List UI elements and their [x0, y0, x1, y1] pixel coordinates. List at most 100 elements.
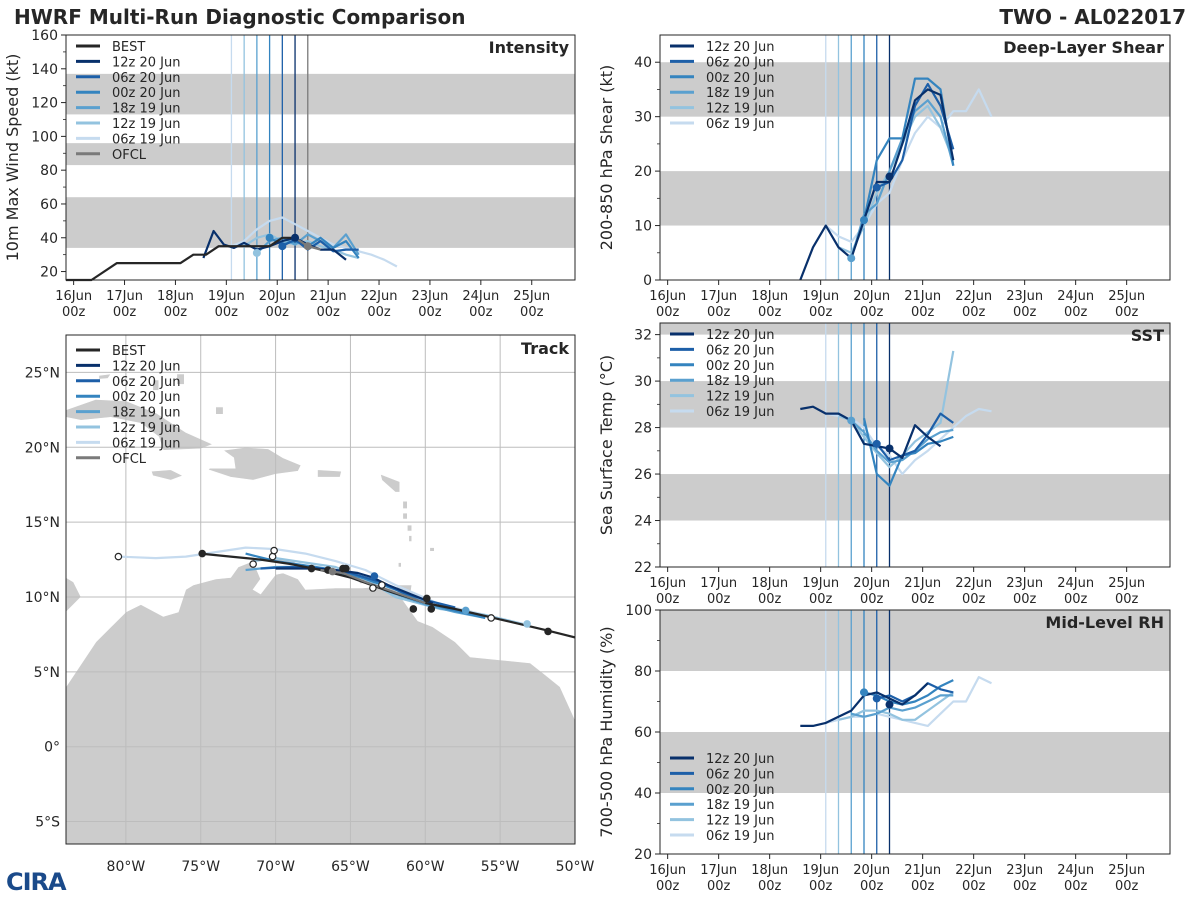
intensity-xtick-label: 25Jun	[513, 289, 550, 304]
rh-xtick-sublabel: 00z	[707, 879, 731, 894]
shear-xtick-sublabel: 00z	[1013, 305, 1037, 320]
shear-legend-label: 00z 20 Jun	[706, 71, 775, 86]
track-land-grenada	[397, 562, 402, 568]
track-open-marker	[378, 581, 386, 589]
track-land-bahamas-3	[215, 406, 224, 415]
rh-xtick-label: 17Jun	[700, 863, 737, 878]
rh-xtick-sublabel: 00z	[860, 879, 884, 894]
track-legend-label: 06z 19 Jun	[112, 436, 181, 451]
rh-legend-label: 12z 20 Jun	[706, 752, 775, 767]
shear-xtick-label: 22Jun	[955, 289, 992, 304]
rh-marker	[860, 688, 868, 697]
shear-xtick-label: 25Jun	[1108, 289, 1145, 304]
sst-legend-label: 06z 20 Jun	[706, 343, 775, 358]
track-land-lesser-antilles-3	[408, 535, 413, 542]
shear-marker	[847, 254, 856, 263]
intensity-ytick-label: 20	[40, 265, 58, 281]
intensity-xtick-sublabel: 00z	[418, 305, 442, 320]
intensity-series-line	[230, 216, 398, 268]
shear-series-line	[799, 88, 955, 281]
track-legend-label: 18z 19 Jun	[112, 406, 181, 421]
intensity-marker	[291, 233, 300, 242]
intensity-legend-label: 12z 19 Jun	[112, 117, 181, 132]
track-land-hispaniola	[207, 446, 302, 481]
track-marker	[328, 567, 337, 576]
track-open-marker	[270, 546, 278, 555]
sst-xtick-sublabel: 00z	[656, 592, 680, 607]
sst-xtick-sublabel: 00z	[758, 592, 782, 607]
track-open-marker	[487, 614, 495, 622]
track-ytick-label: 5°N	[34, 665, 60, 681]
track-legend-label: OFCL	[112, 452, 147, 467]
intensity-ytick-label: 100	[31, 129, 58, 145]
rh-legend-label: 18z 19 Jun	[706, 798, 775, 813]
sst-shade-band	[660, 474, 1170, 521]
rh-xtick-label: 18Jun	[751, 863, 788, 878]
intensity-xtick-label: 16Jun	[55, 289, 92, 304]
rh-xtick-label: 16Jun	[649, 863, 686, 878]
sst-shade-band	[660, 381, 1170, 428]
track-ytick-label: 20°N	[25, 440, 60, 456]
intensity-legend-label: 00z 20 Jun	[112, 86, 181, 101]
rh-xtick-label: 20Jun	[853, 863, 890, 878]
intensity-legend-label: 06z 20 Jun	[112, 71, 181, 86]
sst-xtick-label: 24Jun	[1057, 576, 1094, 591]
shear-xtick-sublabel: 00z	[1115, 305, 1139, 320]
intensity-ylabel: 10m Max Wind Speed (kt)	[3, 54, 22, 262]
sst-marker	[885, 444, 894, 453]
sst-xtick-sublabel: 00z	[707, 592, 731, 607]
track-marker	[544, 627, 552, 636]
sst-xtick-sublabel: 00z	[1115, 592, 1139, 607]
track-marker	[523, 620, 531, 628]
intensity-xtick-label: 17Jun	[106, 289, 143, 304]
sst-xtick-sublabel: 00z	[1064, 592, 1088, 607]
sst-ytick-label: 30	[634, 374, 652, 390]
sst-xtick-label: 19Jun	[802, 576, 839, 591]
intensity-xtick-sublabel: 00z	[266, 305, 290, 320]
sst-legend-label: 06z 19 Jun	[706, 405, 775, 420]
intensity-marker	[252, 248, 261, 257]
track-marker	[427, 605, 436, 613]
shear-xtick-sublabel: 00z	[1064, 305, 1088, 320]
intensity-xtick-sublabel: 00z	[62, 305, 86, 320]
sst-marker	[847, 416, 856, 425]
rh-ytick-label: 60	[634, 725, 652, 741]
shear-legend-label: 06z 20 Jun	[706, 55, 775, 70]
intensity-xtick-label: 22Jun	[361, 289, 398, 304]
shear-xtick-label: 24Jun	[1057, 289, 1094, 304]
track-land-bahamas-2	[176, 373, 185, 385]
cira-logo: CIRA	[6, 868, 67, 896]
sst-series-line	[800, 405, 942, 459]
rh-xtick-sublabel: 00z	[758, 879, 782, 894]
rh-series-line	[838, 691, 954, 721]
sst-ytick-label: 26	[634, 467, 652, 483]
shear-xtick-label: 18Jun	[751, 289, 788, 304]
sst-xtick-label: 17Jun	[700, 576, 737, 591]
track-ytick-label: 25°N	[25, 365, 60, 381]
sst-xtick-label: 23Jun	[1006, 576, 1043, 591]
intensity-xtick-sublabel: 00z	[215, 305, 239, 320]
rh-shade-band	[660, 732, 1170, 793]
intensity-ytick-label: 120	[31, 96, 58, 112]
sst-shade-band	[660, 323, 1170, 335]
track-marker	[198, 549, 207, 558]
sst-ytick-label: 32	[634, 328, 652, 344]
intensity-legend-label: 18z 19 Jun	[112, 102, 181, 117]
rh-xtick-sublabel: 00z	[1064, 879, 1088, 894]
track-land-jamaica	[150, 469, 184, 481]
shear-panel-title: Deep-Layer Shear	[1003, 38, 1164, 57]
intensity-xtick-sublabel: 00z	[316, 305, 340, 320]
shear-ytick-label: 10	[634, 219, 652, 235]
track-ytick-label: 0°	[44, 740, 60, 756]
sst-ylabel: Sea Surface Temp (°C)	[597, 355, 616, 535]
page-title: HWRF Multi-Run Diagnostic Comparison	[14, 5, 466, 29]
shear-xtick-sublabel: 00z	[809, 305, 833, 320]
rh-shade-band	[660, 610, 1170, 671]
track-land-leeward-islands	[379, 473, 401, 493]
intensity-ytick-label: 140	[31, 62, 58, 78]
sst-series-line	[875, 412, 954, 462]
track-land-south-america	[66, 560, 575, 844]
shear-ytick-label: 40	[634, 55, 652, 71]
track-open-marker	[114, 552, 123, 561]
